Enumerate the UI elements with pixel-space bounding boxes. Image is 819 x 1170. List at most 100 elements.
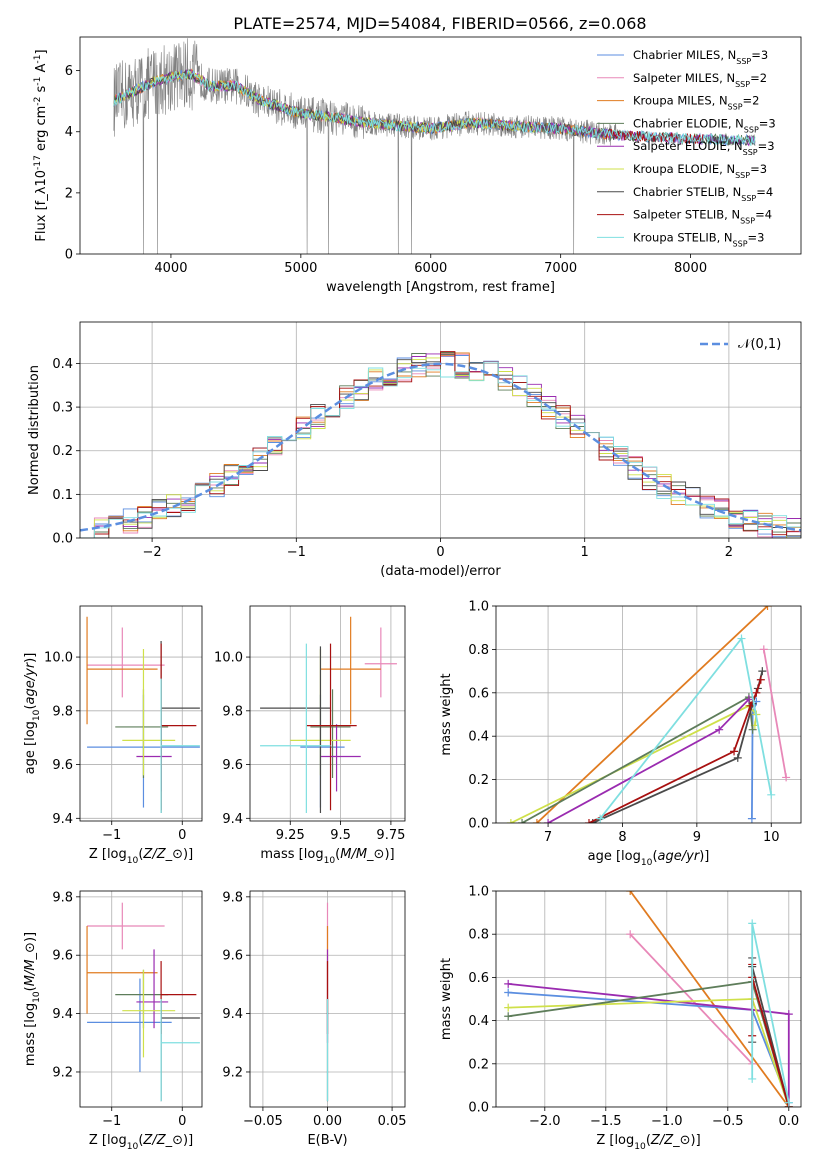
legend-label: Salpeter STELIB, NSSP=4 (633, 208, 772, 226)
series-chabrier-elodie (508, 980, 790, 1107)
x-tick-label: −1 (287, 545, 306, 560)
x-axis-label: wavelength [Angstrom, rest frame] (326, 280, 555, 295)
y-axis-label: Normed distribution (27, 365, 42, 495)
y-tick-label: 10.0 (214, 651, 243, 666)
axes-frame (79, 36, 802, 255)
axes-frame (495, 890, 802, 1108)
x-tick-label: −2 (143, 545, 162, 560)
y-tick-label: 9.8 (222, 704, 243, 719)
series-kroupa-miles-marker (626, 891, 635, 895)
y-tick-label: 1.0 (468, 885, 489, 900)
y-tick-label: 9.6 (222, 949, 243, 964)
x-tick-label: 4000 (154, 261, 187, 276)
y-tick-label: 4 (65, 125, 73, 140)
x-tick-label: 2 (725, 545, 733, 560)
legend-label: Salpeter MILES, NSSP=2 (633, 71, 767, 89)
panel-age_vs_Z: −1 0 9.4 9.6 9.8 10.0 Z [log10(Z/Z_⊙)] age [log… (23, 605, 203, 866)
series-salpeter-stelib-marker (746, 701, 755, 710)
y-tick-label: 9.8 (52, 890, 73, 905)
panel-age_vs_mass: 9.25 9.5 9.75 9.4 9.6 9.8 10.0 mass [log10(M/M_… (214, 605, 406, 866)
legend-label: Kroupa MILES, NSSP=2 (633, 94, 759, 112)
series-salpeter-elodie-marker (504, 979, 513, 988)
plot-area (250, 606, 405, 821)
x-axis-label: mass [log10(M/M_⊙)] (260, 847, 394, 866)
model-spectrum-salpeter-stelib (605, 128, 704, 144)
x-tick-label: 5000 (284, 261, 317, 276)
series-salpeter-stelib-marker (584, 819, 593, 823)
x-tick-label: 0.0 (778, 1114, 799, 1129)
y-axis-label: Flux [f_λ10-17 erg cm-2 s-1 A-1] (33, 49, 49, 241)
series-kroupa-stelib-marker (748, 919, 757, 928)
x-tick-label: −1.0 (651, 1114, 683, 1129)
x-tick-label: −1 (102, 828, 121, 843)
x-tick-label: −1 (102, 1114, 121, 1129)
y-tick-label: 0.4 (468, 1014, 489, 1029)
y-tick-label: 0.6 (468, 971, 489, 986)
x-tick-label: 0 (178, 1114, 186, 1129)
x-tick-label: −2.0 (529, 1114, 561, 1129)
x-tick-label: 10 (763, 830, 780, 845)
x-axis-label: Z [log10(Z/Z_⊙)] (89, 1133, 193, 1152)
plot-area (80, 891, 202, 1107)
y-tick-label: 0.6 (468, 686, 489, 701)
x-tick-label: 7 (544, 830, 552, 845)
plot-area (80, 322, 801, 538)
x-tick-label: 9.25 (276, 828, 305, 843)
y-tick-label: 2 (65, 186, 73, 201)
y-axis-label: mass weight (439, 958, 454, 1040)
plot-area (80, 606, 202, 821)
series-kroupa-miles-marker (532, 819, 541, 823)
series-salpeter-elodie-marker (715, 725, 724, 734)
y-tick-label: 0.4 (52, 357, 73, 372)
series-kroupa-stelib-marker (784, 1098, 793, 1107)
y-axis-label: mass weight (439, 673, 454, 755)
series-chabrier-miles-marker (747, 814, 756, 823)
panel-mass_vs_Z: −1 0 9.2 9.4 9.6 9.8 Z [log10(Z/Z_⊙)] mass [log… (23, 890, 203, 1152)
x-tick-label: 0 (178, 828, 186, 843)
series-kroupa-stelib-marker (596, 814, 605, 823)
y-tick-label: 9.8 (222, 890, 243, 905)
figure-title: PLATE=2574, MJD=54084, FIBERID=0566, z=0… (233, 14, 646, 33)
legend-label: Salpeter ELODIE, NSSP=3 (633, 139, 775, 157)
y-tick-label: 9.2 (222, 1065, 243, 1080)
legend-label: Chabrier MILES, NSSP=3 (633, 48, 768, 66)
series-salpeter-miles (629, 933, 753, 1065)
series-kroupa-elodie-marker (504, 1003, 513, 1012)
plot-area (250, 891, 405, 1107)
y-tick-label: 0.2 (52, 444, 73, 459)
series-kroupa-elodie (510, 704, 758, 823)
series-kroupa-miles (536, 606, 769, 823)
x-tick-label: 9.75 (376, 828, 405, 843)
axes-frame (79, 605, 203, 822)
series-salpeter-elodie-marker (744, 695, 753, 704)
x-tick-label: 8 (618, 830, 626, 845)
y-tick-label: 0.2 (468, 773, 489, 788)
normal-reference-curve (80, 362, 801, 532)
y-tick-label: 10.0 (44, 651, 73, 666)
y-tick-label: 1.0 (468, 600, 489, 615)
series-salpeter-miles-marker (759, 645, 768, 654)
series-salpeter-elodie-marker (544, 819, 553, 823)
y-tick-label: 9.4 (52, 812, 73, 827)
x-tick-label: 0 (436, 545, 444, 560)
series-kroupa-stelib-marker (748, 1074, 757, 1083)
axes-frame (249, 605, 406, 822)
y-axis-label: mass [log10(M/M_⊙)] (23, 932, 42, 1066)
axes-frame (79, 321, 802, 539)
model-spectrum-kroupa-stelib (113, 69, 756, 146)
panel-residuals: −2 −1 0 1 2 0.0 0.1 0.2 0.3 0.4 (data-model)/error… (27, 321, 802, 579)
series-chabrier-stelib-marker (758, 667, 767, 676)
axes-frame (495, 605, 802, 824)
axes-frame (79, 890, 203, 1108)
residual-hist-kroupa-stelib (80, 361, 801, 538)
series-salpeter-miles-marker (626, 930, 635, 939)
y-tick-label: 0.0 (468, 1101, 489, 1116)
y-tick-label: 0.3 (52, 401, 73, 416)
y-axis-label: age [log10(age/yr)] (23, 653, 42, 775)
series-salpeter-miles-marker (782, 773, 791, 782)
y-tick-label: 0.0 (52, 532, 73, 547)
y-tick-label: 9.6 (52, 949, 73, 964)
series-kroupa-elodie-marker (506, 819, 515, 823)
